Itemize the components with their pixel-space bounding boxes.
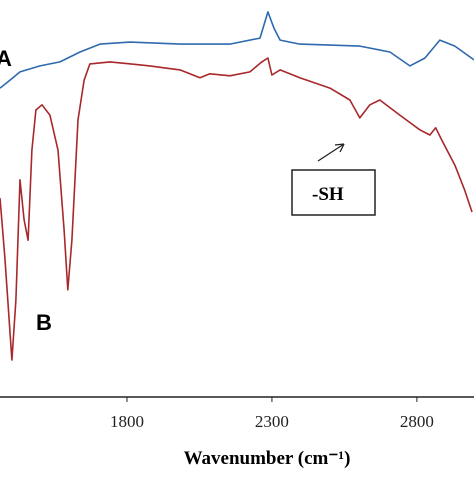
arrow bbox=[317, 143, 345, 162]
x-axis-title: Wavenumber (cm⁻¹) bbox=[184, 448, 351, 469]
spectrum-line bbox=[0, 11, 474, 89]
label-b: B bbox=[36, 310, 52, 335]
sh-label: -SH bbox=[312, 184, 344, 205]
arrow-head bbox=[334, 143, 345, 153]
x-tick-label: 2300 bbox=[255, 412, 289, 431]
label-a: A bbox=[0, 46, 12, 71]
x-tick-label: 2800 bbox=[400, 412, 434, 431]
spectrum-line bbox=[0, 57, 473, 361]
annotation-box bbox=[291, 169, 376, 216]
x-tick-label: 1800 bbox=[110, 412, 144, 431]
